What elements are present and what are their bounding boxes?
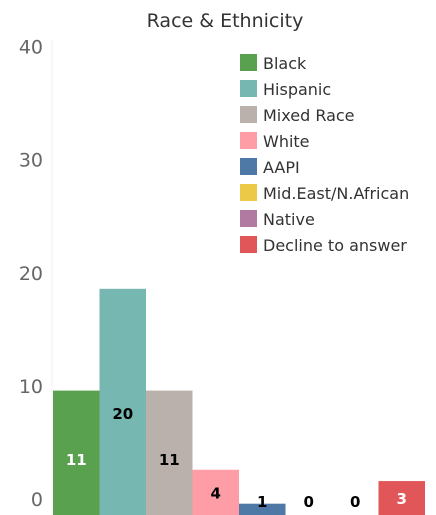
data-label-aapi: 1 [257, 493, 267, 511]
legend-swatch-white [240, 132, 257, 149]
y-tick-label: 20 [19, 263, 43, 285]
legend-label-black: Black [263, 54, 307, 73]
bar-hispanic [99, 288, 146, 515]
legend-swatch-black [240, 54, 257, 71]
legend-label-hispanic: Hispanic [263, 80, 331, 99]
data-label-decline-to-answer: 3 [397, 490, 407, 508]
legend-label-mixed-race: Mixed Race [263, 106, 355, 125]
bars [53, 288, 425, 515]
legend-swatch-aapi [240, 158, 257, 175]
legend-label-mid-east-n-african: Mid.East/N.African [263, 184, 409, 203]
bar-aapi [239, 503, 286, 515]
y-axis-ticks: 0 10 20 30 40 [19, 37, 43, 511]
bar-black [53, 390, 100, 515]
y-tick-label: 0 [31, 489, 43, 511]
legend-label-aapi: AAPI [263, 158, 300, 177]
legend-swatch-hispanic [240, 80, 257, 97]
legend-swatch-decline-to-answer [240, 236, 257, 253]
y-tick-label: 30 [19, 150, 43, 172]
data-label-black: 11 [66, 451, 87, 469]
bar-white [192, 469, 239, 515]
data-label-white: 4 [211, 484, 221, 502]
data-label-native: 0 [350, 493, 360, 511]
y-tick-label: 10 [19, 376, 43, 398]
data-label-mixed-race: 11 [159, 451, 180, 469]
legend-swatch-mixed-race [240, 106, 257, 123]
legend-label-decline-to-answer: Decline to answer [263, 236, 407, 255]
legend-swatch-mid-east-n-african [240, 184, 257, 201]
legend: Black Hispanic Mixed Race White AAPI Mid.East… [240, 54, 409, 255]
bar-decline-to-answer [378, 481, 425, 515]
bar-mixed-race [146, 390, 193, 515]
data-label-mid-east-n-african: 0 [304, 493, 314, 511]
legend-swatch-native [240, 210, 257, 227]
legend-label-native: Native [263, 210, 315, 229]
y-tick-label: 40 [19, 37, 43, 59]
legend-label-white: White [263, 132, 310, 151]
data-label-hispanic: 20 [112, 405, 133, 423]
data-labels: 11 20 11 4 1 0 0 3 [66, 405, 407, 511]
chart-title: Race & Ethnicity [147, 10, 304, 32]
